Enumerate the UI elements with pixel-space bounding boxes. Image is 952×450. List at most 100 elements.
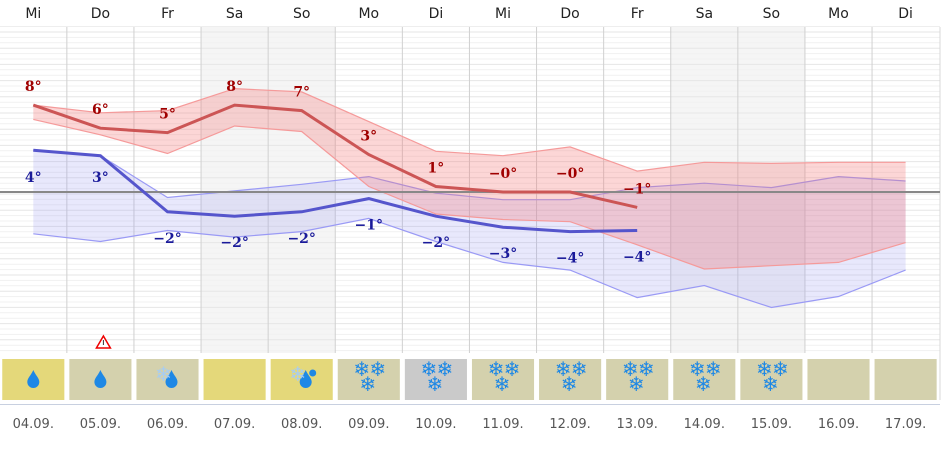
min-band-lower <box>33 217 906 309</box>
weather-cell-bg <box>606 359 669 400</box>
date-label: 04.09. <box>13 417 54 432</box>
min-temperature-label: −3° <box>489 246 517 262</box>
weekend-shade <box>201 27 269 353</box>
date-label: 16.09. <box>818 417 859 432</box>
date-label: 15.09. <box>751 417 792 432</box>
weekend-shade <box>737 27 805 353</box>
max-temperature-label: −0° <box>556 166 584 182</box>
weather-cell-bg <box>874 359 937 400</box>
snowflake-icon: ❄ <box>155 362 172 386</box>
snowflake-small-icon: ❄ <box>555 357 572 381</box>
weather-cell-bg <box>740 359 803 400</box>
min-band-upper <box>33 149 906 201</box>
weather-cell <box>69 359 132 400</box>
max-temperature-label: 7° <box>293 85 310 101</box>
weather-cell <box>2 359 65 400</box>
rain-drop-icon <box>94 370 107 389</box>
weather-cell-bg <box>471 359 535 400</box>
max-temperature-label: 8° <box>226 79 243 95</box>
snowflake-icon: ❄ <box>494 372 511 396</box>
min-temperature-label: 4° <box>25 170 42 186</box>
snowflake-small-icon: ❄ <box>756 357 773 381</box>
weather-cell: ❄❄ ❄ <box>606 357 669 400</box>
rain-drop-icon <box>27 370 40 389</box>
small-drop-icon <box>309 369 317 377</box>
date-label: 05.09. <box>80 417 121 432</box>
max-temperature-label: −0° <box>489 166 517 182</box>
weather-cell: ❄❄ ❄ <box>337 357 400 400</box>
min-temperature-label: −4° <box>623 250 651 266</box>
day-name-label: Mi <box>495 6 511 22</box>
snowflake-small-icon: ❄ <box>353 357 370 381</box>
day-name-label: Do <box>560 6 579 22</box>
day-name-label: Di <box>429 6 444 22</box>
weather-cell-bg <box>673 359 736 400</box>
min-temperature-label: 3° <box>92 170 109 186</box>
date-label: 10.09. <box>415 417 456 432</box>
weekend-shade <box>268 27 336 353</box>
snowflake-icon: ❄ <box>289 362 306 386</box>
date-label: 11.09. <box>482 417 523 432</box>
max-band-lower <box>33 118 906 270</box>
max-temperature-label: 1° <box>428 161 445 177</box>
weather-cell: ❄ <box>270 359 333 400</box>
max-temperature-line <box>32 103 638 209</box>
max-temperature-label: 8° <box>25 79 42 95</box>
snowflake-small-icon: ❄ <box>437 357 454 381</box>
date-label: 06.09. <box>147 417 188 432</box>
snowflake-small-icon: ❄ <box>622 357 639 381</box>
header-band <box>0 0 940 26</box>
min-temperature-label: −2° <box>153 231 181 247</box>
snowflake-small-icon: ❄ <box>571 357 588 381</box>
snowflake-icon: ❄ <box>561 372 578 396</box>
weather-cell <box>807 359 870 400</box>
day-name-label: Di <box>898 6 913 22</box>
date-label: 07.09. <box>214 417 255 432</box>
snowflake-small-icon: ❄ <box>421 357 438 381</box>
min-temperature-line <box>33 148 638 234</box>
weather-cell-bg <box>337 359 400 400</box>
snowflake-small-icon: ❄ <box>772 357 789 381</box>
weather-cell: ❄❄ ❄ <box>471 357 535 400</box>
weather-cell-bg <box>404 359 467 400</box>
date-label: 09.09. <box>348 417 389 432</box>
weather-cell <box>203 359 266 400</box>
min-temperature-label: −2° <box>220 235 248 251</box>
weekend-shade <box>670 27 738 353</box>
day-name-label: So <box>293 6 310 22</box>
max-temperature-label: 6° <box>92 102 109 118</box>
day-name-label: Mo <box>828 6 849 22</box>
day-name-label: Do <box>91 6 110 22</box>
snowflake-small-icon: ❄ <box>689 357 706 381</box>
day-name-label: Sa <box>696 6 713 22</box>
weather-cell: ❄ <box>136 359 199 400</box>
max-temperature-label: 5° <box>159 107 176 123</box>
weather-cell-bg <box>539 359 602 400</box>
snowflake-small-icon: ❄ <box>638 357 655 381</box>
snowflake-icon: ❄ <box>359 372 376 396</box>
day-name-label: Mo <box>358 6 379 22</box>
max-band-upper <box>33 87 906 172</box>
weather-cell-bg <box>807 359 870 400</box>
date-label: 12.09. <box>549 417 590 432</box>
snowflake-small-icon: ❄ <box>504 357 521 381</box>
day-name-label: Fr <box>631 6 644 22</box>
day-name-label: So <box>763 6 780 22</box>
rain-drop-icon <box>299 370 312 389</box>
min-temperature-label: −2° <box>422 235 450 251</box>
rain-drop-icon <box>165 370 178 389</box>
max-range-band <box>33 88 906 269</box>
snowflake-small-icon: ❄ <box>369 357 386 381</box>
day-name-label: Sa <box>226 6 243 22</box>
min-temperature-label: −2° <box>287 231 315 247</box>
weather-cell: ❄❄ ❄ <box>673 357 736 400</box>
snowflake-icon: ❄ <box>628 372 645 396</box>
day-name-label: Mi <box>25 6 41 22</box>
date-label: 13.09. <box>617 417 658 432</box>
date-label: 08.09. <box>281 417 322 432</box>
snowflake-small-icon: ❄ <box>705 357 722 381</box>
snowflake-icon: ❄ <box>427 372 444 396</box>
weather-cell <box>874 359 937 400</box>
